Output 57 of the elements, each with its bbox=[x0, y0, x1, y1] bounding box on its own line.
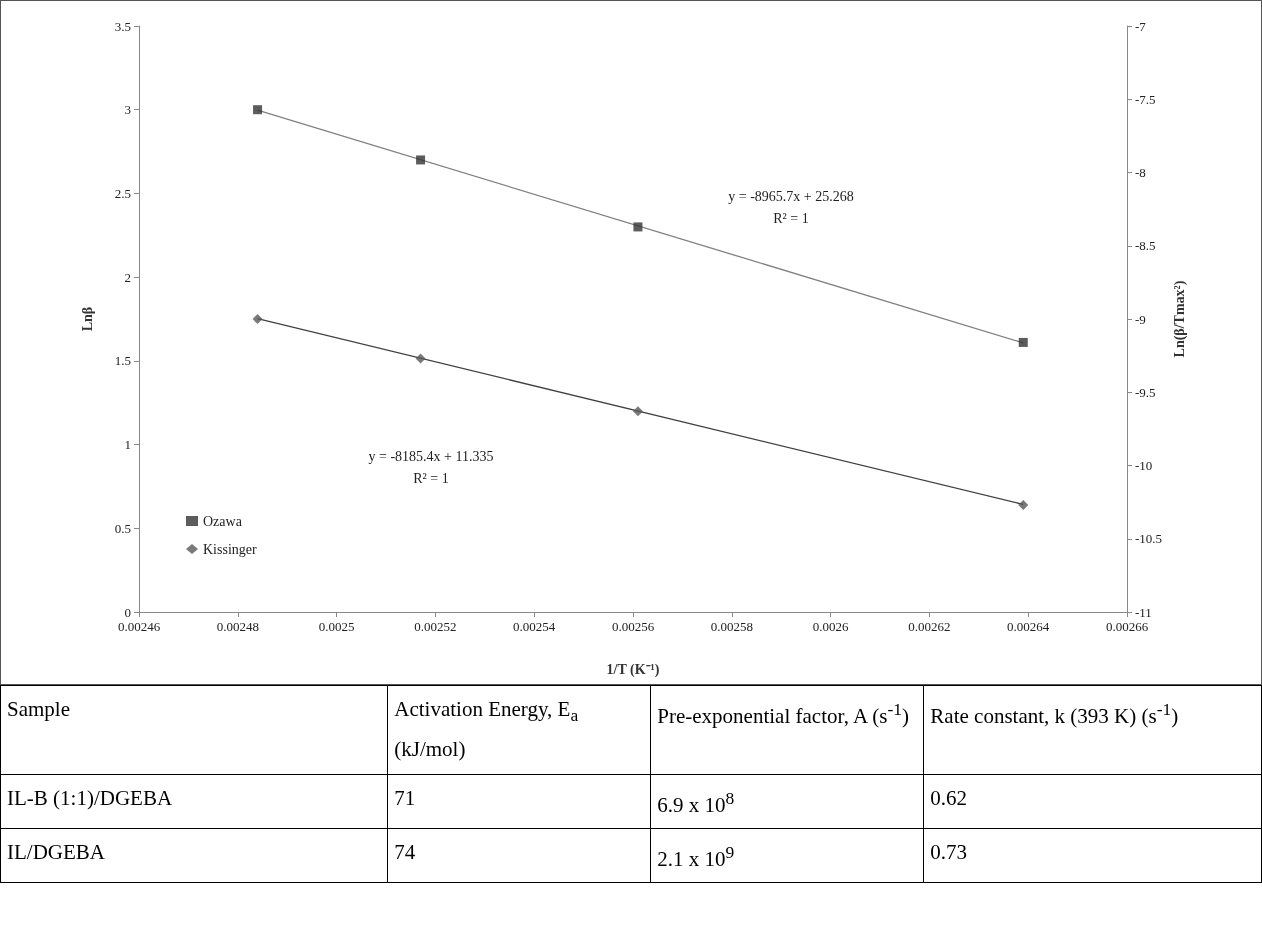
annotation: R² = 1 bbox=[773, 210, 809, 226]
text: Pre-exponential factor, A (s$^{-1}$) bbox=[650, 685, 924, 775]
y2-axis-title: Ln(β/Tmax²) bbox=[1172, 280, 1189, 358]
point bbox=[252, 314, 263, 324]
point bbox=[253, 105, 263, 115]
x-tick-label: 0.00256 bbox=[611, 619, 655, 634]
x-tick-label: 0.00248 bbox=[216, 619, 259, 634]
y2-tick-label: -10 bbox=[1135, 458, 1153, 473]
x-tick-label: 0.0025 bbox=[318, 619, 355, 634]
y2-tick-label: -9.5 bbox=[1135, 384, 1156, 400]
text: Activation Energy, E$_{a}$ (kJ/mol) bbox=[394, 697, 579, 762]
text: Rate constant, k (393 K) (s$^{-1}$) bbox=[923, 685, 1262, 775]
point bbox=[1018, 500, 1029, 511]
x-tick-label: 0.0026 bbox=[812, 619, 849, 634]
x-tick-label: 0.00246 bbox=[117, 619, 161, 634]
annotation: y = -8965.7x + 25.268 bbox=[728, 188, 854, 204]
x-tick-label: 0.00264 bbox=[1007, 619, 1050, 634]
y-tick-label: 2 bbox=[124, 269, 131, 285]
x-tick-label: 0.00258 bbox=[710, 619, 753, 634]
y2-tick-label: -7.5 bbox=[1135, 91, 1156, 107]
y2-tick-label: -11 bbox=[1135, 604, 1152, 620]
x-tick-label: 0.00266 bbox=[1105, 619, 1149, 634]
y-tick-label: 2.5 bbox=[114, 185, 131, 201]
x-tick-label: 0.00254 bbox=[513, 619, 556, 634]
point bbox=[633, 222, 643, 232]
text: 74 bbox=[387, 828, 651, 883]
point bbox=[632, 406, 643, 417]
x-tick-label: 0.00262 bbox=[908, 619, 951, 634]
y-tick-label: 0 bbox=[124, 604, 131, 620]
y2-tick-label: -9 bbox=[1135, 311, 1146, 327]
text: Sample bbox=[0, 685, 388, 775]
y-axis-title: Lnβ bbox=[79, 306, 95, 332]
y2-tick-label: -10.5 bbox=[1135, 531, 1163, 547]
y2-tick-label: -7 bbox=[1135, 18, 1147, 34]
point bbox=[1018, 337, 1028, 347]
legend-label: Kissinger bbox=[203, 541, 257, 557]
x-tick-label: 0.00252 bbox=[414, 619, 457, 634]
text: IL-B (1:1)/DGEBA bbox=[0, 774, 388, 829]
legend-label: Ozawa bbox=[203, 513, 243, 529]
annotation: R² = 1 bbox=[413, 470, 449, 486]
y2-tick-label: -8 bbox=[1135, 165, 1146, 180]
annotation: y = -8185.4x + 11.335 bbox=[368, 448, 494, 464]
point bbox=[415, 353, 426, 364]
text: 0.73 bbox=[923, 828, 1262, 883]
text: 71 bbox=[387, 774, 651, 829]
text: IL/DGEBA bbox=[0, 828, 388, 883]
y-tick-label: 1.5 bbox=[114, 353, 131, 369]
y-tick-label: 3.5 bbox=[114, 18, 131, 34]
y2-tick-label: -8.5 bbox=[1135, 238, 1156, 254]
text: 0.62 bbox=[923, 774, 1262, 829]
text: 2.1 x 10$^{9}$ bbox=[650, 828, 924, 883]
point bbox=[416, 155, 426, 165]
y-tick-label: 1 bbox=[124, 437, 131, 453]
x-axis-title: 1/T (K⁻¹) bbox=[606, 661, 660, 678]
y-tick-label: 3 bbox=[124, 102, 131, 118]
y-tick-label: 0.5 bbox=[114, 520, 131, 536]
text: 6.9 x 10$^{8}$ bbox=[650, 774, 924, 829]
